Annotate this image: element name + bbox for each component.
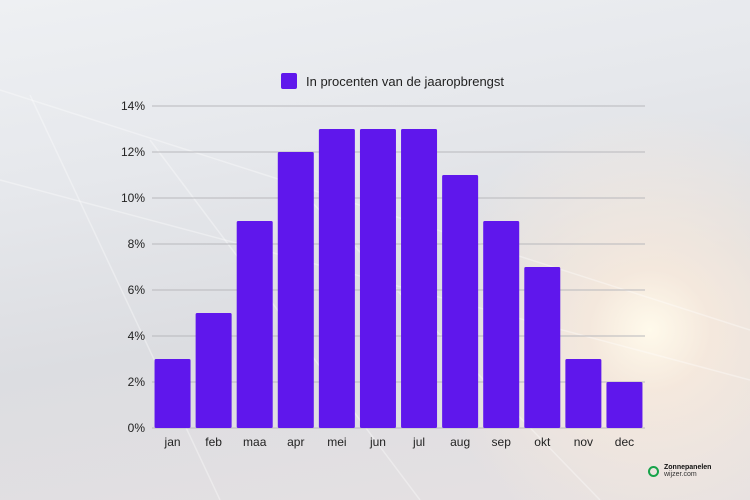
bar-mei [318,129,355,428]
y-tick-label: 6% [128,283,146,297]
legend-swatch [281,73,297,89]
logo-line2: wijzer.com [664,471,697,478]
legend-label: In procenten van de jaaropbrengst [306,73,505,89]
bar-okt [524,267,561,428]
logo-line1: Zonnepanelen [664,464,712,471]
x-tick-label: aug [450,435,470,449]
y-tick-label: 14% [121,99,145,113]
x-tick-label: jan [164,435,181,449]
y-tick-label: 8% [128,237,146,251]
x-tick-label: feb [205,435,222,449]
bar-aug [442,175,479,428]
x-tick-label: mei [327,435,346,449]
bar-feb [195,313,232,428]
y-tick-label: 2% [128,375,146,389]
bar-jun [359,129,396,428]
bar-jul [401,129,438,428]
legend: In procenten van de jaaropbrengst [281,73,504,89]
y-tick-label: 10% [121,191,145,205]
x-tick-label: maa [243,435,267,449]
y-tick-label: 4% [128,329,146,343]
bar-jan [154,359,191,428]
y-tick-label: 12% [121,145,145,159]
bar-maa [236,221,273,428]
bar-sep [483,221,520,428]
y-tick-label: 0% [128,421,146,435]
x-tick-label: okt [534,435,551,449]
logo-icon [648,466,659,477]
x-tick-label: jul [412,435,425,449]
bar-apr [277,152,314,428]
x-tick-label: nov [574,435,593,449]
bar-nov [565,359,602,428]
x-tick-label: dec [615,435,634,449]
x-tick-label: sep [492,435,512,449]
bar-dec [606,382,643,428]
x-tick-label: apr [287,435,304,449]
logo: Zonnepanelen wijzer.com [648,464,711,479]
x-tick-label: jun [369,435,386,449]
